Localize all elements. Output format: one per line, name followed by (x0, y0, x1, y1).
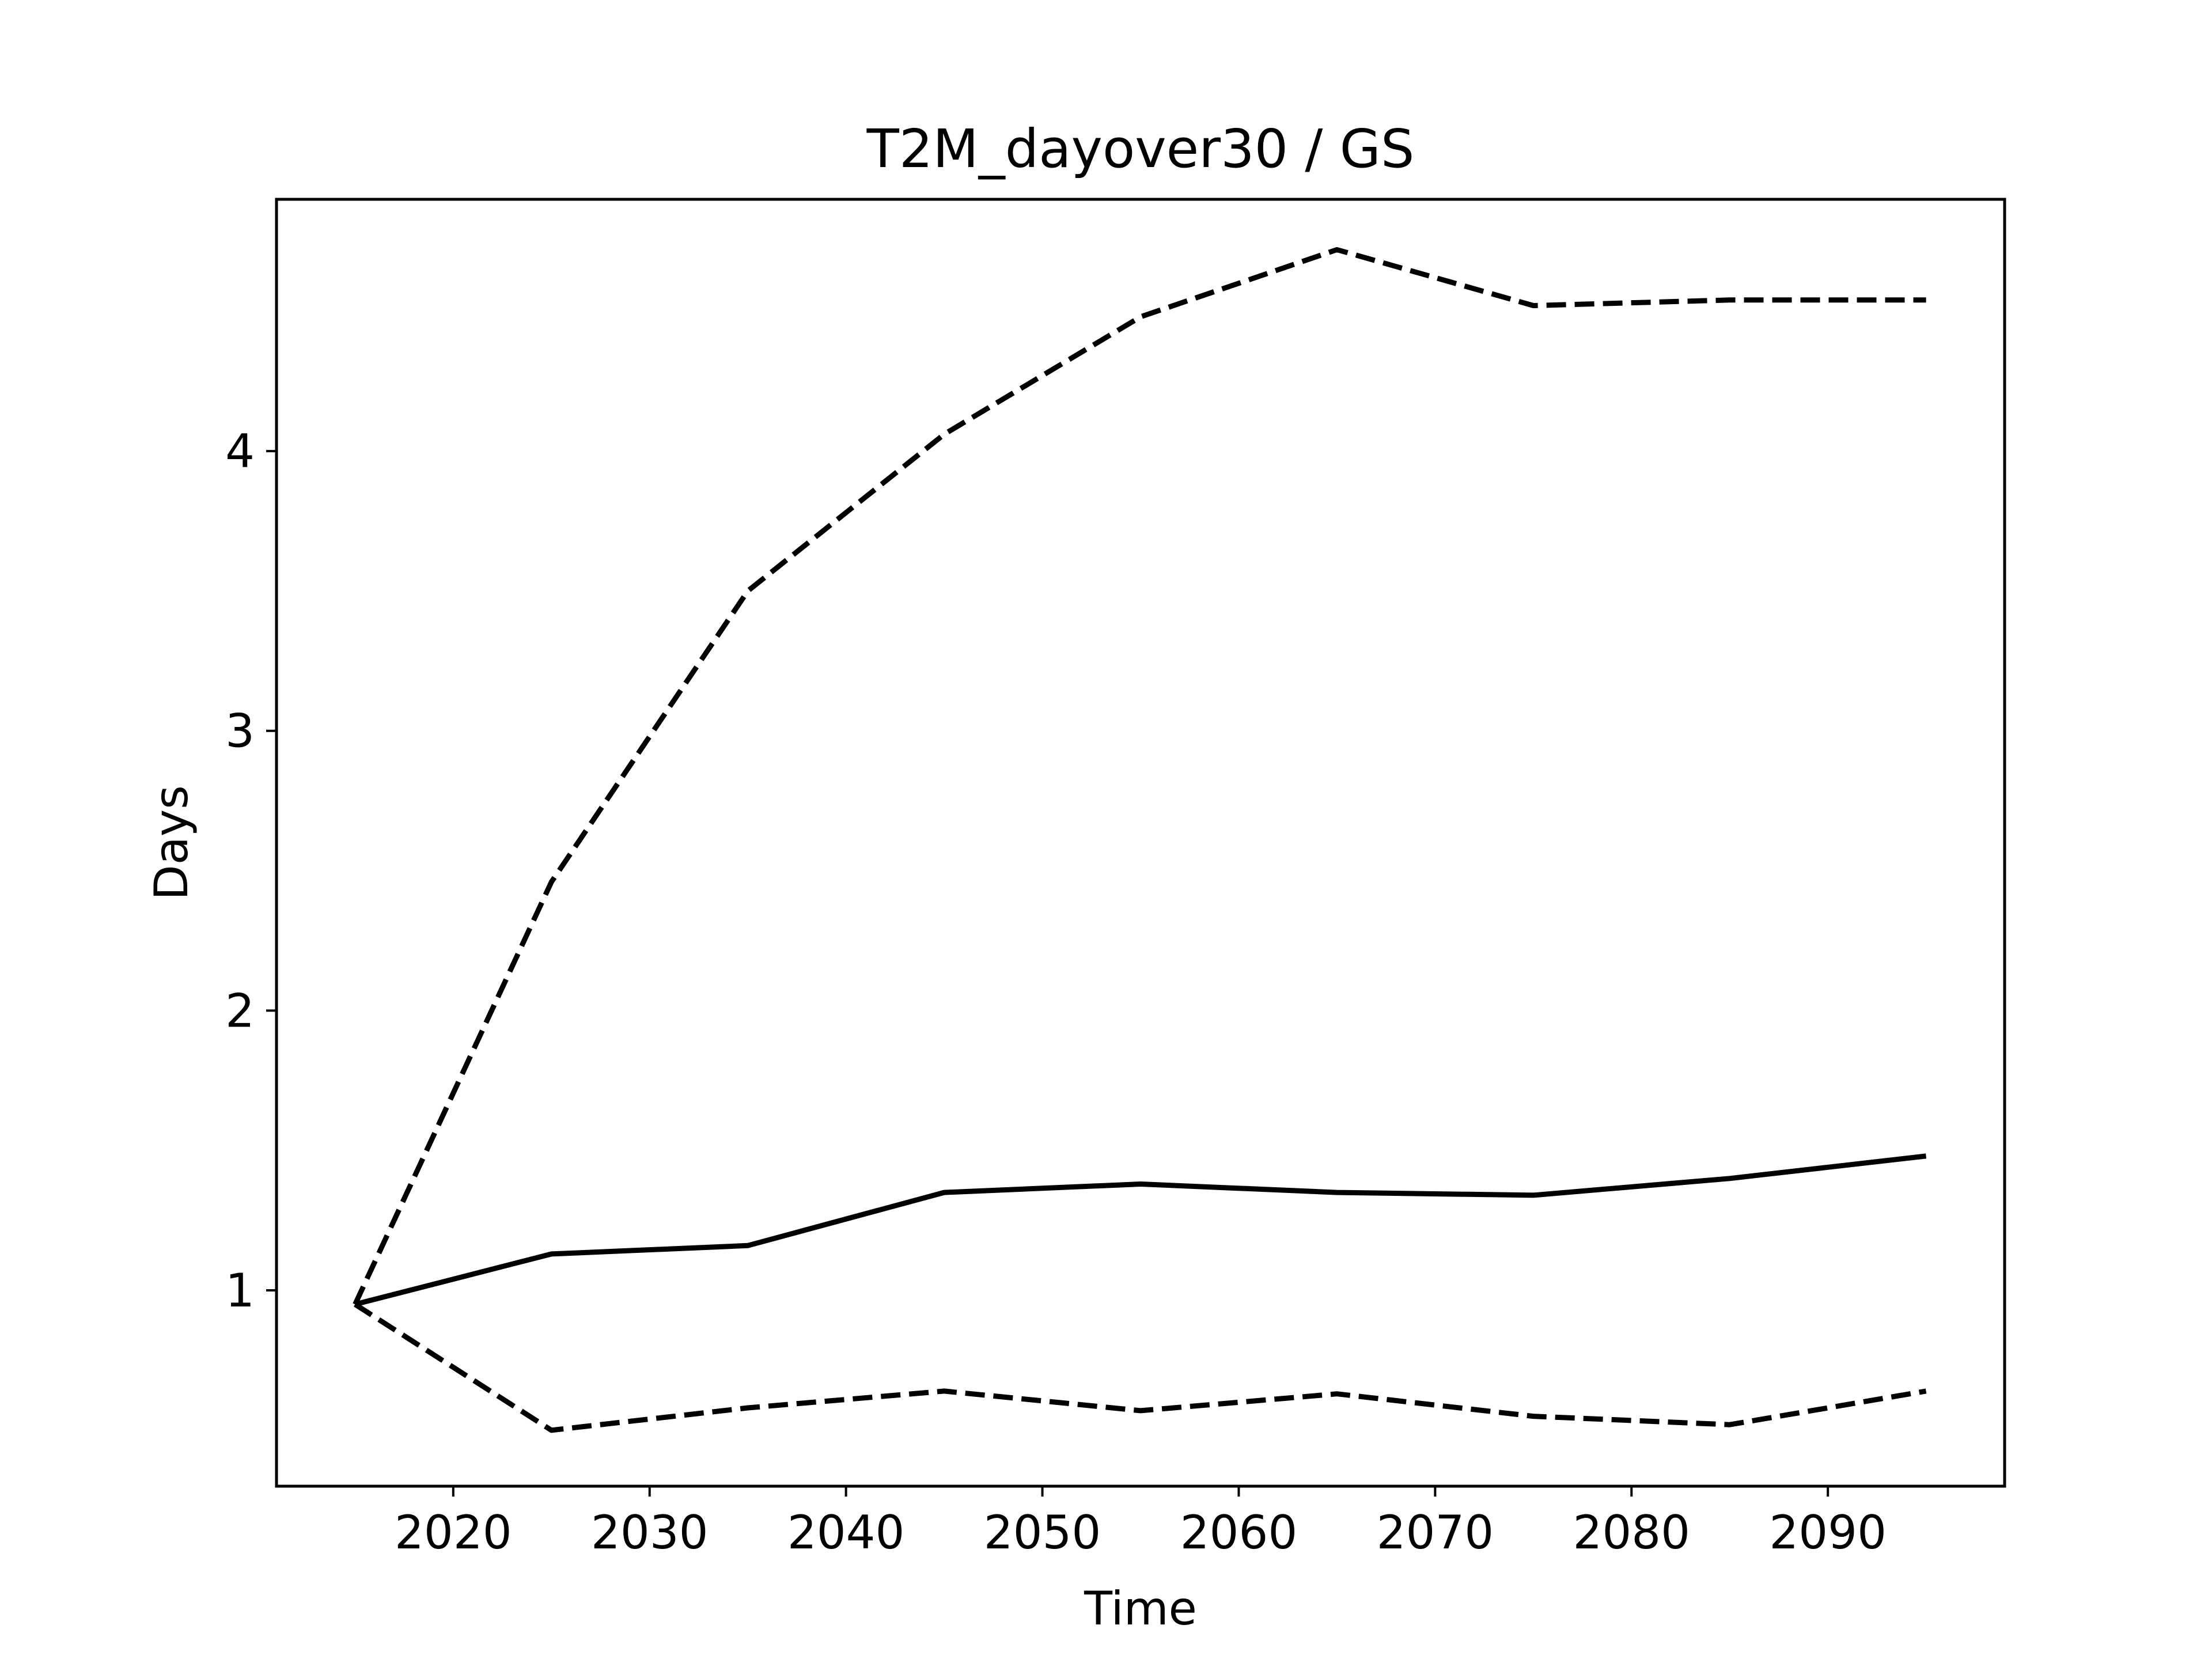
x-tick-label: 2020 (395, 1506, 512, 1559)
series-line-2 (353, 247, 1926, 1306)
y-axis-label: Days (145, 785, 198, 900)
x-axis: 2020 2030 2040 2050 2060 2070 2080 2090 (395, 1486, 1887, 1559)
x-tick-label: 2060 (1180, 1506, 1298, 1559)
y-axis: 1 2 3 4 (225, 425, 276, 1317)
series-layer (353, 247, 1927, 1433)
x-tick-label: 2090 (1769, 1506, 1887, 1559)
y-tick-label: 4 (225, 425, 255, 478)
series-line-1 (354, 1153, 1927, 1307)
x-tick-label: 2050 (984, 1506, 1101, 1559)
y-tick-label: 3 (225, 704, 255, 758)
y-tick-label: 1 (225, 1264, 255, 1317)
chart-title: T2M_dayover30 / GS (866, 118, 1415, 180)
y-tick-label: 2 (225, 984, 255, 1037)
plot-frame (275, 198, 2006, 1488)
series-line-3 (353, 1302, 1927, 1433)
x-tick-label: 2030 (591, 1506, 709, 1559)
x-tick-label: 2080 (1573, 1506, 1690, 1559)
x-axis-label: Time (1084, 1582, 1197, 1635)
x-tick-label: 2040 (787, 1506, 905, 1559)
x-tick-label: 2070 (1377, 1506, 1494, 1559)
